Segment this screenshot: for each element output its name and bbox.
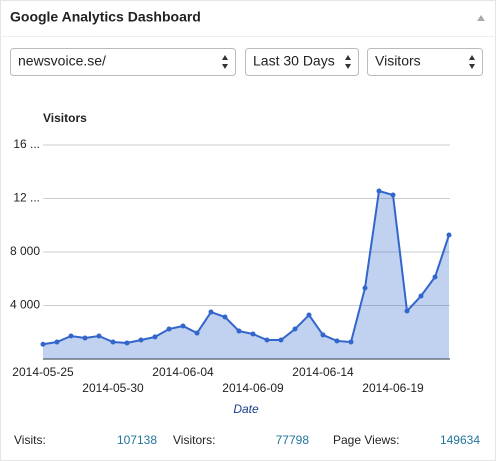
point [432,274,438,280]
point [166,326,172,332]
point [362,285,368,291]
dropdown-value[interactable]: Last 30 Days [253,53,335,69]
point [348,339,354,345]
point [54,339,60,345]
stat-value: 77798 [276,433,310,447]
dropdown-box[interactable] [367,48,483,76]
widget-title: Google Analytics Dashboard [10,9,201,25]
point [138,337,144,343]
series-label: Visitors [43,111,87,125]
stat-label: Visits: [14,433,46,447]
x-tick-label: 2014-06-14 [292,365,354,379]
point [390,192,396,198]
point [68,333,74,339]
chart: Visitors 4 000 8 000 12 ... 16 ... 2014-05-25… [10,111,452,416]
point [180,323,186,329]
point [96,333,102,339]
point [418,293,424,299]
x-tick-label: 2014-06-09 [222,381,284,395]
y-tick-label: 16 ... [13,137,40,151]
point [446,232,452,238]
y-tick-label: 12 ... [13,191,40,205]
point [334,338,340,344]
dropdown-arrow[interactable] [345,55,351,69]
point [250,331,256,337]
x-tick-label: 2014-06-19 [362,381,424,395]
point [264,337,270,343]
stat-value: 149634 [440,433,480,447]
dropdown[interactable]: newsvoice.se/ [10,48,236,76]
controls: newsvoice.se/Last 30 Days Visitors [10,48,483,76]
point [82,335,88,341]
stat-value: 107138 [117,433,157,447]
dropdown-value[interactable]: newsvoice.se/ [18,53,106,69]
point [376,188,382,194]
stat-label: Page Views: [333,433,400,447]
point [278,337,284,343]
stats: Visits: 107138 Visitors: 77798 Page Views: 14… [14,433,480,447]
point [208,309,214,315]
dropdown[interactable]: Visitors [367,48,483,76]
dropdown-arrow[interactable] [222,55,228,69]
x-tick-label: 2014-05-25 [12,365,74,379]
y-tick-label: 4 000 [10,298,40,312]
dropdown-box[interactable] [245,48,359,76]
point [404,308,410,314]
point [152,334,158,340]
point [292,326,298,332]
point [320,332,326,338]
x-tick-label: 2014-06-04 [152,365,214,379]
point [40,341,46,347]
x-axis-title: Date [233,402,259,416]
y-tick-label: 8 000 [10,244,40,258]
point [124,340,130,346]
point [222,314,228,320]
x-tick-label: 2014-05-30 [82,381,144,395]
point [110,339,116,345]
point [306,312,312,318]
dropdown-box[interactable] [10,48,236,76]
dropdown[interactable]: Last 30 Days [245,48,359,76]
collapse-toggle[interactable] [477,15,485,21]
stat-label: Visitors: [173,433,215,447]
dropdown-value[interactable]: Visitors [375,53,421,69]
dropdown-arrow[interactable] [469,55,475,69]
point [194,330,200,336]
point [236,328,242,334]
